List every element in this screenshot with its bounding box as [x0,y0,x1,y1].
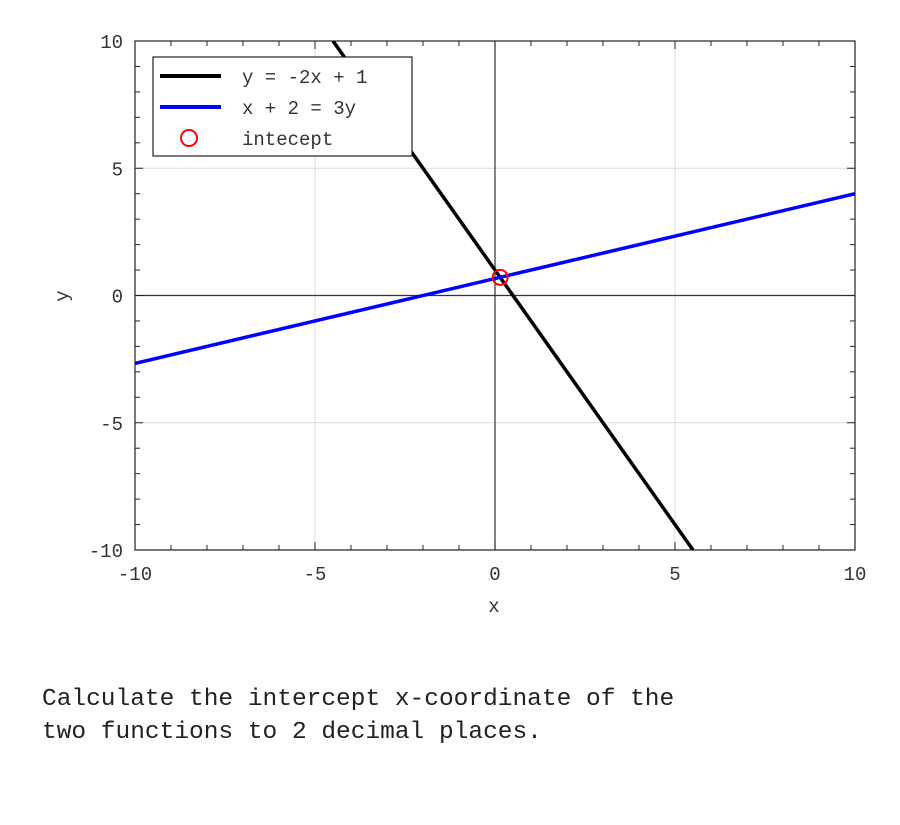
legend: y = -2x + 1 x + 2 = 3y intecept [152,56,413,157]
legend-label: intecept [242,129,333,151]
tick-labels: -10 -5 0 5 10 -10 -5 0 5 10 [89,32,867,586]
y-tick-label: 0 [112,287,123,309]
x-tick-label: 0 [489,564,500,586]
y-tick-label: -10 [89,541,123,563]
intercept-marker [491,268,509,286]
legend-label: y = -2x + 1 [242,67,367,89]
x-tick-label: 5 [669,564,680,586]
y-tick-label: -5 [100,414,123,436]
x-axis-label: x [488,596,499,618]
chart: -10 -5 0 5 10 -10 -5 0 5 10 x y y = -2x + 1 x + 2 … [52,32,867,618]
axes [134,40,856,551]
series-line-1 [135,191,855,366]
x-tick-label: -10 [118,564,152,586]
x-tick-label: 10 [844,564,867,586]
legend-label: x + 2 = 3y [242,98,356,120]
legend-swatch-2 [180,129,198,147]
y-axis-label: y [52,290,74,301]
y-tick-label: 10 [100,32,123,54]
question-text: Calculate the intercept x-coordinate of … [42,686,675,746]
y-tick-label: 5 [112,159,123,181]
x-tick-label: -5 [304,564,327,586]
